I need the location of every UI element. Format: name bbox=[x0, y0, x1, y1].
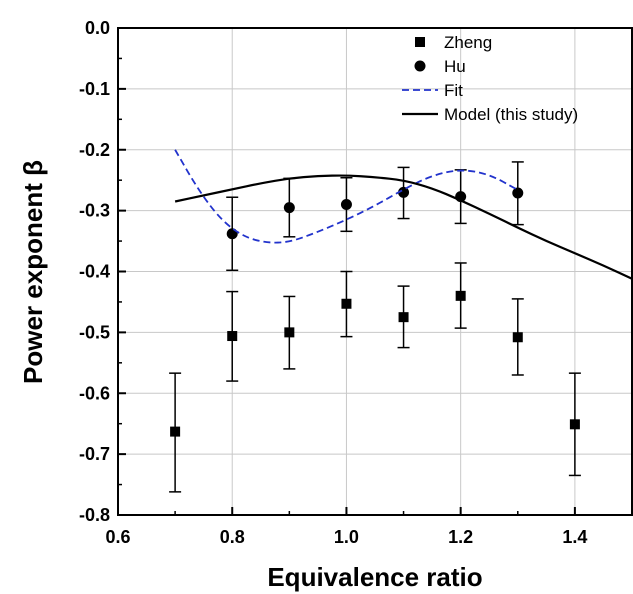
data-point-circle bbox=[512, 187, 524, 199]
data-point-square bbox=[512, 332, 523, 343]
y-tick-label: -0.4 bbox=[79, 262, 110, 282]
data-point-square bbox=[398, 312, 409, 323]
series-fit bbox=[174, 149, 519, 244]
y-axis-title: Power exponent β bbox=[18, 160, 48, 384]
series-zheng bbox=[169, 262, 581, 493]
data-point-square bbox=[227, 331, 238, 342]
legend-label: Model (this study) bbox=[444, 105, 578, 124]
y-tick-label: -0.1 bbox=[79, 79, 110, 99]
data-point-square bbox=[170, 426, 181, 437]
x-tick-label: 0.6 bbox=[105, 527, 130, 547]
x-tick-label: 1.4 bbox=[562, 527, 587, 547]
axes: 0.6 0.8 1.0 1.2 1.4 0.0 -0.1 -0.2 -0.3 -0.4 -0.5 -0… bbox=[79, 18, 587, 547]
data-point-circle bbox=[226, 228, 238, 240]
series-line bbox=[174, 174, 633, 280]
legend-square-marker bbox=[415, 37, 425, 47]
x-tick-label: 0.8 bbox=[220, 527, 245, 547]
x-axis-title: Equivalence ratio bbox=[267, 562, 482, 592]
data-point-circle bbox=[340, 199, 352, 211]
y-tick-label: -0.3 bbox=[79, 201, 110, 221]
y-tick-label: -0.6 bbox=[79, 383, 110, 403]
data-point-circle bbox=[398, 186, 410, 198]
legend-label: Zheng bbox=[444, 33, 492, 52]
legend-circle-marker bbox=[414, 60, 426, 72]
series-layer bbox=[169, 149, 633, 493]
y-tick-label: -0.7 bbox=[79, 444, 110, 464]
y-tick-label: -0.8 bbox=[79, 505, 110, 525]
data-point-square bbox=[341, 298, 352, 309]
legend-label: Hu bbox=[444, 57, 466, 76]
x-tick-label: 1.2 bbox=[448, 527, 473, 547]
data-point-square bbox=[455, 290, 466, 301]
legend-label: Fit bbox=[444, 81, 463, 100]
data-point-circle bbox=[283, 202, 295, 214]
series-model-this-study bbox=[174, 174, 633, 280]
x-tick-label: 1.0 bbox=[334, 527, 359, 547]
series-line bbox=[174, 149, 519, 244]
data-point-square bbox=[284, 327, 295, 338]
y-tick-label: -0.2 bbox=[79, 140, 110, 160]
y-tick-label: 0.0 bbox=[85, 18, 110, 38]
y-tick-label: -0.5 bbox=[79, 322, 110, 342]
data-point-square bbox=[569, 419, 580, 430]
legend: Zheng Hu Fit Model (this study) bbox=[402, 33, 578, 124]
